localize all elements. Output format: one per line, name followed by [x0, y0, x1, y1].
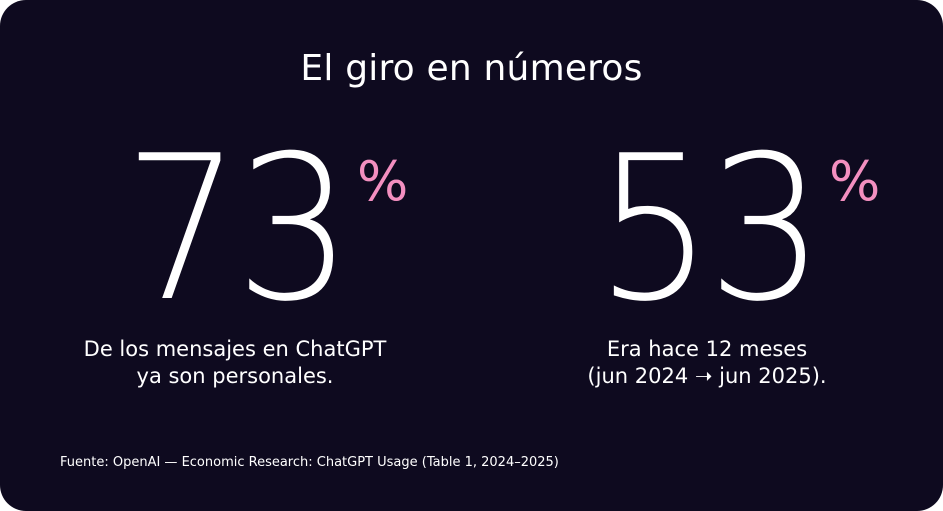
stat-previous-percent-sign: % — [828, 150, 881, 213]
stat-current: 73 % De los mensajes en ChatGPT ya son p… — [0, 113, 470, 390]
stat-previous-caption-line1: Era hace 12 meses — [606, 337, 808, 361]
stat-current-number: 73 — [123, 113, 352, 346]
stat-previous-caption-line2: (jun 2024 ➝ jun 2025). — [587, 364, 827, 388]
card-title: El giro en números — [300, 48, 643, 89]
stat-current-caption: De los mensajes en ChatGPT ya son person… — [0, 336, 470, 390]
stat-current-value: 73 % — [114, 113, 408, 346]
stat-previous: 53 % Era hace 12 meses (jun 2024 ➝ jun 2… — [472, 113, 942, 390]
stat-previous-caption: Era hace 12 meses (jun 2024 ➝ jun 2025). — [472, 336, 942, 390]
stat-previous-number: 53 — [595, 113, 824, 346]
stat-current-percent-sign: % — [356, 150, 409, 213]
stat-current-caption-line2: ya son personales. — [136, 364, 334, 388]
stat-previous-value: 53 % — [586, 113, 880, 346]
source-footnote: Fuente: OpenAI — Economic Research: Chat… — [60, 455, 559, 470]
stat-current-caption-line1: De los mensajes en ChatGPT — [83, 337, 387, 361]
